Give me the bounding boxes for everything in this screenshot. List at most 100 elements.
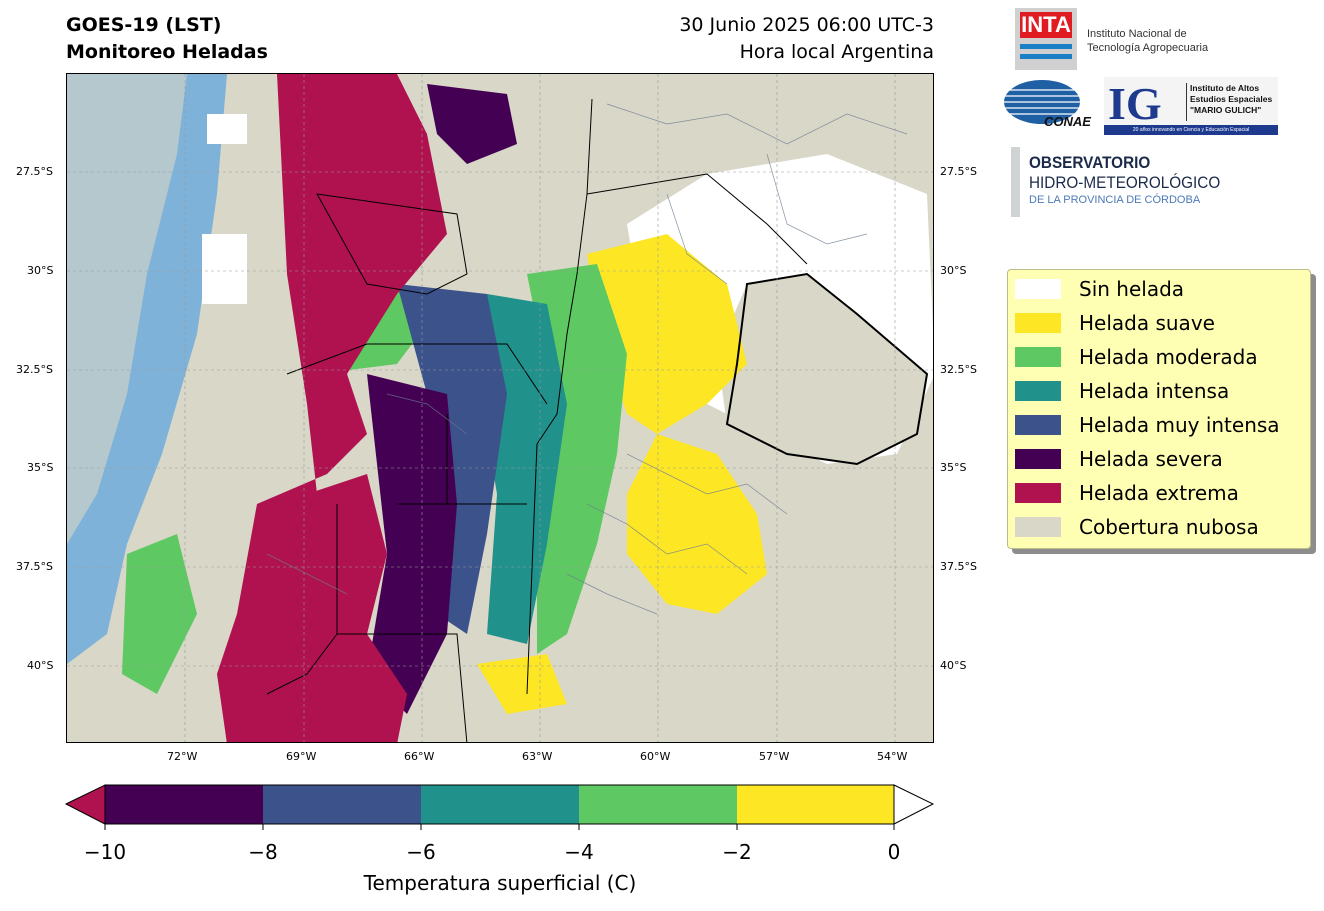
lon-label: 60°W [640,750,671,763]
cloud-gap-2 [202,234,247,304]
legend-label: Helada suave [1079,311,1215,335]
legend-label: Cobertura nubosa [1079,515,1259,539]
ig-line2: Estudios Espaciales [1190,94,1273,104]
cloud-over-ocean [67,74,187,544]
lat-label-right: 32.5°S [940,363,977,376]
observatorio-logo: OBSERVATORIO HIDRO-METEOROLÓGICO DE LA P… [1029,153,1242,207]
legend-entry: Helada suave [1015,308,1215,338]
legend-swatch [1015,517,1061,537]
cloud-gap-1 [207,114,247,144]
zone-helada-extrema-2 [277,474,387,654]
zone-helada-extrema [217,74,447,742]
colorbar-tick-label: −10 [83,840,127,864]
zone-helada-suave-2 [627,434,767,614]
lon-label: 54°W [877,750,908,763]
local-time-label: Hora local Argentina [739,41,934,63]
legend-swatch [1015,415,1061,435]
atlantic-area [538,375,933,742]
inta-logo-mark: INTA [1020,12,1072,38]
lat-label-right: 35°S [940,461,967,474]
title-block: GOES-19 (LST) Monitoreo Heladas [66,12,268,66]
obs-logo-bar [1011,147,1020,217]
legend-entry: Helada extrema [1015,478,1239,508]
ig-text: Instituto de Altos Estudios Espaciales "… [1190,83,1272,116]
lat-label-right: 40°S [940,659,967,672]
lat-label-right: 30°S [940,264,967,277]
ig-line3: "MARIO GULICH" [1190,105,1262,115]
title-product: Monitoreo Heladas [66,41,268,63]
legend-label: Helada muy intensa [1079,413,1280,437]
gridlines [67,74,933,742]
ig-footer: 20 años innovando en Ciencia y Educación… [1104,125,1278,135]
colorbar-tick-label: −8 [248,840,278,864]
lat-label-left: 35°S [27,461,54,474]
legend-label: Helada moderada [1079,345,1258,369]
ig-line1: Instituto de Altos [1190,83,1260,93]
legend-entry: Helada intensa [1015,376,1229,406]
inta-name-line2: Tecnología Agropecuaria [1087,42,1209,54]
conae-wordmark: CONAE [1044,114,1091,129]
colorbar-segment [579,785,737,824]
colorbar-tick-label: −2 [722,840,752,864]
inta-name: Instituto Nacional de Tecnología Agropec… [1087,27,1208,55]
colorbar-segment [105,785,263,824]
lat-label-right: 27.5°S [940,165,977,178]
legend-swatch [1015,381,1061,401]
legend-entry: Helada moderada [1015,342,1258,372]
legend-swatch [1015,347,1061,367]
lat-label-right: 37.5°S [940,560,977,573]
legend-label: Helada intensa [1079,379,1230,403]
legend-swatch [1015,279,1061,299]
lon-label: 72°W [167,750,198,763]
colorbar-segment [421,785,579,824]
colorbar-tick-label: −4 [564,840,594,864]
ig-logo: IG Instituto de Altos Estudios Espaciale… [1104,77,1278,135]
lat-label-left: 37.5°S [16,560,53,573]
obs-line2: HIDRO-METEOROLÓGICO [1029,173,1221,192]
frost-map [66,73,934,743]
inta-logo: INTA [1015,8,1077,70]
colorbar-under-triangle [64,784,106,825]
zone-helada-suave-3 [477,654,567,714]
title-satellite: GOES-19 (LST) [66,14,222,36]
colorbar-tick-label: −6 [406,840,436,864]
legend-label: Helada severa [1079,447,1223,471]
lon-label: 66°W [404,750,435,763]
legend-swatch [1015,483,1061,503]
map-legend: Sin helada Helada suave Helada moderada … [1007,269,1311,549]
legend-entry: Helada severa [1015,444,1223,474]
legend-swatch [1015,313,1061,333]
obs-line1: OBSERVATORIO [1029,153,1151,172]
colorbar [64,784,935,830]
zone-helada-severa-2 [427,84,517,164]
legend-label: Helada extrema [1079,481,1239,505]
zone-helada-moderada-3 [122,534,197,694]
obs-line3: DE LA PROVINCIA DE CÓRDOBA [1029,194,1201,206]
department-lines [266,103,908,615]
inta-stripe-1 [1020,44,1072,49]
legend-entry: Sin helada [1015,274,1184,304]
lon-label: 63°W [522,750,553,763]
legend-entry: Helada muy intensa [1015,410,1280,440]
colorbar-over-triangle [893,784,935,825]
map-canvas [67,74,933,742]
zone-uruguay-cloud [717,274,927,464]
legend-label: Sin helada [1079,277,1185,301]
zone-helada-suave-1 [587,234,747,434]
legend-swatch [1015,449,1061,469]
ig-mark: IG [1108,78,1162,129]
lat-label-left: 32.5°S [16,363,53,376]
legend-entry: Cobertura nubosa [1015,512,1259,542]
conae-logo: CONAE [1004,80,1091,132]
date-block: 30 Junio 2025 06:00 UTC-3 Hora local Arg… [679,12,934,66]
zone-helada-severa [367,374,457,714]
inta-name-line1: Instituto Nacional de [1087,28,1187,40]
colorbar-segment [263,785,421,824]
lat-label-left: 40°S [27,659,54,672]
colorbar-title: Temperatura superficial (C) [363,871,637,895]
lon-label: 69°W [286,750,317,763]
uruguay-border [725,272,929,466]
lon-label: 57°W [759,750,790,763]
inta-stripe-2 [1020,54,1072,59]
colorbar-segment [737,785,894,824]
